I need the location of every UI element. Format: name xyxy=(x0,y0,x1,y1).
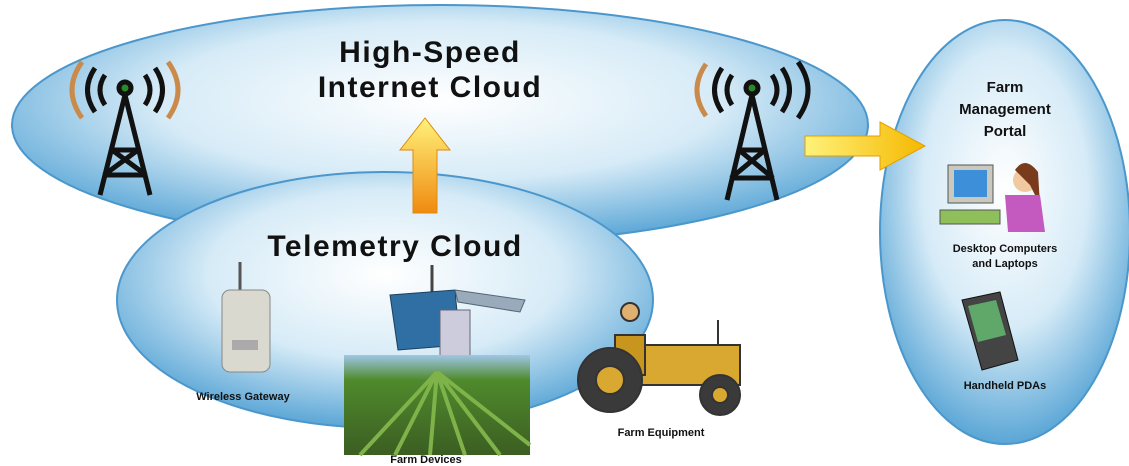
diagram: High-Speed Internet Cloud Telemetry Clou… xyxy=(0,0,1129,466)
internet-cloud-title: Internet Cloud xyxy=(318,71,542,104)
desktop-label: Desktop Computers xyxy=(953,243,1058,255)
desktop-icon xyxy=(940,163,1045,232)
telemetry-cloud-title: Telemetry Cloud xyxy=(267,230,522,263)
page: High-Speed Internet Cloud Telemetry Clou… xyxy=(0,0,1129,466)
farm-devices-label: Farm Devices xyxy=(390,454,462,466)
portal-title: Management xyxy=(959,101,1051,118)
internet-cloud-title: High-Speed xyxy=(339,36,521,69)
portal-title: Farm xyxy=(987,79,1024,96)
handheld-label: Handheld PDAs xyxy=(964,380,1047,392)
farm-equipment-label: Farm Equipment xyxy=(618,427,705,439)
portal-title: Portal xyxy=(984,123,1027,140)
farm-field-photo xyxy=(344,355,530,455)
gateway-label: Wireless Gateway xyxy=(196,391,290,403)
desktop-label: and Laptops xyxy=(972,258,1037,270)
